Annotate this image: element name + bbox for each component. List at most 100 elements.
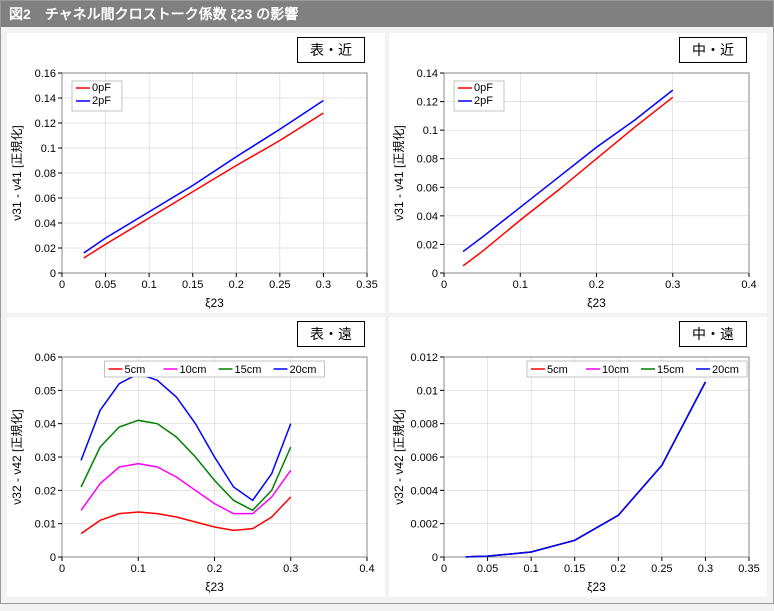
svg-text:0.25: 0.25 xyxy=(269,279,290,291)
series-line xyxy=(81,374,291,501)
panel-subtitle: 中・遠 xyxy=(679,321,747,347)
chart-svg: 00.10.20.30.400.010.020.030.040.050.06ξ2… xyxy=(7,317,382,597)
panel-subtitle: 中・近 xyxy=(679,37,747,63)
svg-text:0.008: 0.008 xyxy=(410,419,438,431)
svg-text:0.04: 0.04 xyxy=(417,211,438,223)
svg-text:0.1: 0.1 xyxy=(141,279,156,291)
svg-text:0.14: 0.14 xyxy=(417,68,438,80)
svg-text:0.4: 0.4 xyxy=(359,563,374,575)
x-axis-label: ξ23 xyxy=(587,296,606,310)
chart-panel: 中・遠 0 0.05 0.1 0.15 0.2 0.25 0.3 0.35 0 0.002 0.004… xyxy=(389,317,767,597)
svg-text:0.02: 0.02 xyxy=(35,485,56,497)
svg-text:15cm: 15cm xyxy=(657,364,684,376)
series-line xyxy=(84,101,324,254)
svg-text:0.006: 0.006 xyxy=(410,452,438,464)
svg-text:0.01: 0.01 xyxy=(35,519,56,531)
svg-text:20cm: 20cm xyxy=(290,364,317,376)
svg-text:0.2: 0.2 xyxy=(589,279,604,291)
svg-text:0.2: 0.2 xyxy=(207,563,222,575)
svg-text:0.06: 0.06 xyxy=(417,182,438,194)
series-line xyxy=(466,382,706,557)
svg-text:0.05: 0.05 xyxy=(35,385,56,397)
chart-panel: 表・遠00.10.20.30.400.010.020.030.040.050.0… xyxy=(7,317,385,597)
svg-text:0: 0 xyxy=(50,552,56,564)
svg-text:0.25: 0.25 xyxy=(651,563,672,575)
panel-subtitle: 表・遠 xyxy=(297,321,365,347)
svg-text:0.1: 0.1 xyxy=(131,563,146,575)
svg-text:0.05: 0.05 xyxy=(95,279,116,291)
svg-text:5cm: 5cm xyxy=(125,364,146,376)
chart-svg: 0 0.1 0.2 0.3 0.4 0 0.02 0.04 0.06 0.08 0.1 0.12 0.1… xyxy=(389,33,764,313)
svg-text:0.004: 0.004 xyxy=(410,485,438,497)
svg-text:0.4: 0.4 xyxy=(741,279,756,291)
y-axis-label: ν32 - ν42 [正規化] xyxy=(9,409,24,504)
series-line xyxy=(466,382,706,557)
svg-text:0.05: 0.05 xyxy=(477,563,498,575)
svg-text:0.16: 0.16 xyxy=(35,68,56,80)
svg-text:0.02: 0.02 xyxy=(35,243,56,255)
svg-text:0.14: 0.14 xyxy=(35,93,56,105)
chart-svg: 0 0.05 0.1 0.15 0.2 0.25 0.3 0.35 0 0.02 0.04 0.06 0… xyxy=(7,33,382,313)
chart-svg: 0 0.05 0.1 0.15 0.2 0.25 0.3 0.35 0 0.002 0.004 0.0… xyxy=(389,317,764,597)
svg-text:0.002: 0.002 xyxy=(410,519,438,531)
svg-text:2pF: 2pF xyxy=(92,95,111,107)
svg-text:10cm: 10cm xyxy=(180,364,207,376)
svg-text:2pF: 2pF xyxy=(474,95,493,107)
svg-text:0: 0 xyxy=(441,279,447,291)
panel-subtitle: 表・近 xyxy=(297,37,365,63)
svg-text:0.35: 0.35 xyxy=(738,563,759,575)
svg-text:0.02: 0.02 xyxy=(417,239,438,251)
panels-grid: 表・近 0 0.05 0.1 0.15 0.2 0.25 0.3 0.35 0 0.02 0.04 0.… xyxy=(1,27,773,603)
series-line xyxy=(463,90,673,251)
svg-text:0.1: 0.1 xyxy=(423,125,438,137)
series-line xyxy=(466,382,706,557)
series-line xyxy=(466,382,706,557)
svg-text:0.08: 0.08 xyxy=(35,168,56,180)
svg-text:0.12: 0.12 xyxy=(35,118,56,130)
svg-text:0: 0 xyxy=(50,268,56,280)
svg-text:0.2: 0.2 xyxy=(229,279,244,291)
series-line xyxy=(84,113,324,258)
series-line xyxy=(463,97,673,266)
svg-text:0: 0 xyxy=(441,563,447,575)
series-line xyxy=(81,420,291,510)
svg-text:0.03: 0.03 xyxy=(35,452,56,464)
svg-text:0pF: 0pF xyxy=(474,82,493,94)
svg-text:0: 0 xyxy=(59,279,65,291)
svg-text:0: 0 xyxy=(432,268,438,280)
svg-text:0.01: 0.01 xyxy=(417,385,438,397)
svg-text:0: 0 xyxy=(59,563,65,575)
svg-text:0.35: 0.35 xyxy=(356,279,377,291)
svg-text:0.1: 0.1 xyxy=(523,563,538,575)
svg-text:0: 0 xyxy=(432,552,438,564)
svg-text:0pF: 0pF xyxy=(92,82,111,94)
y-axis-label: ν31 - ν41 [正規化] xyxy=(391,125,406,220)
svg-text:0.15: 0.15 xyxy=(564,563,585,575)
svg-text:0.06: 0.06 xyxy=(35,352,56,364)
svg-text:0.2: 0.2 xyxy=(611,563,626,575)
x-axis-label: ξ23 xyxy=(205,296,224,310)
svg-text:0.3: 0.3 xyxy=(665,279,680,291)
y-axis-label: ν31 - ν41 [正規化] xyxy=(9,125,24,220)
svg-text:0.06: 0.06 xyxy=(35,193,56,205)
svg-text:15cm: 15cm xyxy=(235,364,262,376)
svg-text:0.3: 0.3 xyxy=(283,563,298,575)
svg-text:5cm: 5cm xyxy=(547,364,568,376)
svg-text:0.1: 0.1 xyxy=(513,279,528,291)
svg-text:0.1: 0.1 xyxy=(41,143,56,155)
svg-text:10cm: 10cm xyxy=(602,364,629,376)
svg-text:0.15: 0.15 xyxy=(182,279,203,291)
x-axis-label: ξ23 xyxy=(587,580,606,594)
svg-text:0.12: 0.12 xyxy=(417,97,438,109)
chart-panel: 中・近 0 0.1 0.2 0.3 0.4 0 0.02 0.04 0.06 0.08 0.1 0.12… xyxy=(389,33,767,313)
svg-text:0.3: 0.3 xyxy=(316,279,331,291)
y-axis-label: ν32 - ν42 [正規化] xyxy=(391,409,406,504)
svg-text:0.3: 0.3 xyxy=(698,563,713,575)
svg-text:0.08: 0.08 xyxy=(417,154,438,166)
series-line xyxy=(81,464,291,514)
chart-panel: 表・近 0 0.05 0.1 0.15 0.2 0.25 0.3 0.35 0 0.02 0.04 0.… xyxy=(7,33,385,313)
x-axis-label: ξ23 xyxy=(205,580,224,594)
svg-text:0.04: 0.04 xyxy=(35,218,56,230)
figure-title: 図2 チャネル間クロストーク係数 ξ23 の影響 xyxy=(1,1,773,27)
figure-container: 図2 チャネル間クロストーク係数 ξ23 の影響 表・近00.050.10.15… xyxy=(0,0,774,604)
